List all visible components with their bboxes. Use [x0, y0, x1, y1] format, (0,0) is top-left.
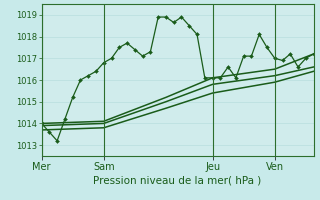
- X-axis label: Pression niveau de la mer( hPa ): Pression niveau de la mer( hPa ): [93, 176, 262, 186]
